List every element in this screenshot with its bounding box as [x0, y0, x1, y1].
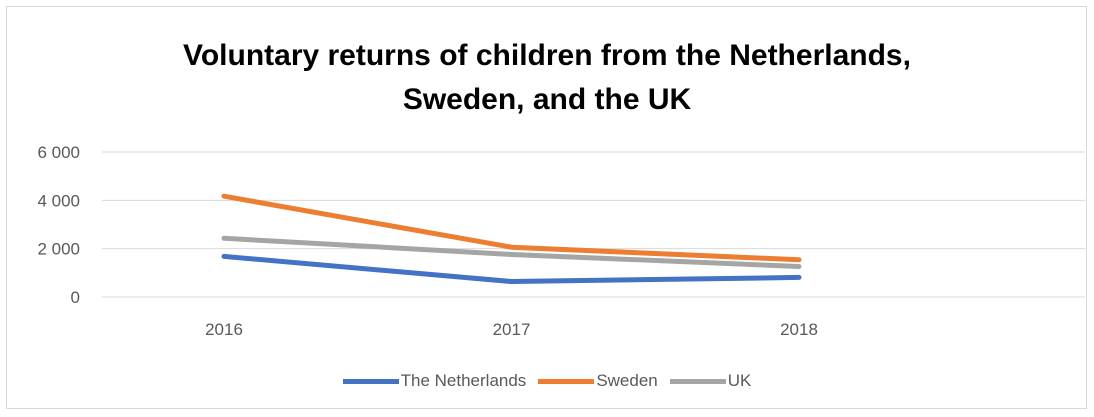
chart-title-line-1: Voluntary returns of children from the N… [183, 39, 911, 72]
y-tick-label: 2 000 [37, 240, 80, 259]
y-tick-label: 4 000 [37, 191, 80, 210]
legend-item: Sweden [538, 371, 658, 391]
legend-swatch [342, 378, 399, 384]
series-line-uk [221, 235, 802, 270]
y-tick-label: 6 000 [37, 143, 80, 162]
legend-label: Sweden [596, 371, 658, 390]
x-tick-label: 2017 [493, 320, 531, 339]
chart-area [6, 6, 1087, 409]
legend-label: The Netherlands [400, 371, 527, 390]
legend: The Netherlands Sweden UK [0, 371, 1094, 391]
x-axis-labels: 2016 2017 2018 [205, 320, 818, 339]
x-tick-label: 2018 [780, 320, 818, 339]
gridlines [102, 151, 1085, 298]
y-tick-label: 0 [71, 288, 80, 307]
y-axis-labels: 0 2 000 4 000 6 000 [37, 143, 80, 307]
legend-item: The Netherlands [342, 371, 527, 391]
chart-title-line-2: Sweden, and the UK [402, 83, 692, 116]
series-line-sweden [221, 193, 802, 263]
legend-swatch [669, 378, 726, 384]
series-line-the-netherlands [221, 253, 802, 285]
chart-title: Voluntary returns of children from the N… [0, 34, 1094, 122]
legend-swatch [538, 378, 595, 384]
series-lines [221, 193, 802, 285]
x-tick-label: 2016 [205, 320, 243, 339]
legend-item: UK [669, 371, 752, 391]
legend-label: UK [727, 371, 752, 390]
